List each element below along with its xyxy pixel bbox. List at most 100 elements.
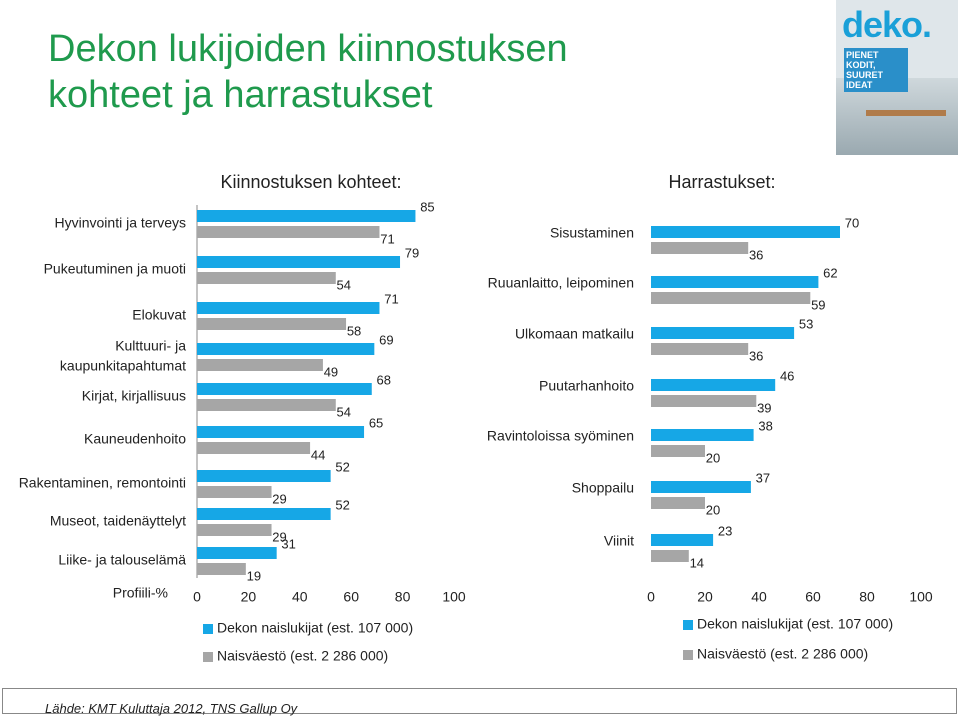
cover-logo: deko. [842, 4, 932, 45]
bar-series-2 [197, 524, 272, 536]
bar-series-2 [197, 442, 311, 454]
legend-label-series-2: Naisväestö (est. 2 286 000) [697, 646, 868, 662]
category-label: Liike- ja talouselämä [58, 552, 186, 568]
x-tick-label: 0 [193, 589, 201, 605]
bar-series-2 [197, 272, 336, 284]
category-label: Puutarhanhoito [539, 378, 634, 394]
legend-swatch-series-2 [203, 652, 213, 662]
category-label: Pukeutuminen ja muoti [44, 261, 186, 277]
x-tick-label: 80 [395, 589, 411, 605]
bar-series-2 [197, 226, 380, 238]
data-label-series-2: 14 [690, 555, 704, 570]
legend-label-series-1: Dekon naislukijat (est. 107 000) [697, 616, 893, 632]
x-tick-label: 40 [751, 589, 767, 605]
category-label: kaupunkitapahtumat [60, 358, 186, 374]
bar-series-1 [197, 470, 331, 482]
bar-series-1 [197, 210, 416, 222]
bar-series-1 [651, 429, 754, 441]
category-label: Ulkomaan matkailu [515, 326, 634, 342]
bar-series-2 [197, 359, 323, 371]
category-label: Shoppailu [572, 480, 634, 496]
data-label-series-1: 79 [405, 245, 419, 260]
data-label-series-1: 65 [369, 415, 383, 430]
bar-series-2 [197, 486, 272, 498]
bar-series-1 [197, 508, 331, 520]
data-label-series-1: 53 [799, 316, 813, 331]
bar-series-2 [197, 318, 347, 330]
magazine-cover-image: deko. PIENET KODIT, SUURET IDEAT [836, 0, 958, 155]
data-label-series-1: 70 [845, 215, 859, 230]
x-tick-label: 0 [647, 589, 655, 605]
bar-series-1 [197, 343, 375, 355]
bar-series-1 [651, 481, 751, 493]
x-tick-label: 80 [859, 589, 875, 605]
data-label-series-2: 20 [706, 450, 720, 465]
bar-series-2 [197, 399, 336, 411]
category-label: Ruuanlaitto, leipominen [488, 275, 634, 291]
bar-series-1 [651, 226, 840, 238]
x-tick-label: 20 [697, 589, 713, 605]
legend-swatch-series-2 [683, 650, 693, 660]
data-label-series-1: 52 [335, 459, 349, 474]
bar-series-2 [651, 550, 689, 562]
data-label-series-1: 52 [335, 497, 349, 512]
category-label: Ravintoloissa syöminen [487, 428, 634, 444]
x-tick-label: 20 [241, 589, 257, 605]
data-label-series-1: 62 [823, 265, 837, 280]
data-label-series-2: 39 [757, 400, 771, 415]
source-box: Lähde: KMT Kuluttaja 2012, TNS Gallup Oy [2, 688, 957, 716]
data-label-series-1: 85 [420, 199, 434, 214]
page-title: Dekon lukijoiden kiinnostuksen kohteet j… [48, 26, 568, 118]
data-label-series-2: 20 [706, 502, 720, 517]
source-note: Lähde: KMT Kuluttaja 2012, TNS Gallup Oy [45, 701, 298, 716]
bar-series-1 [651, 379, 776, 391]
data-label-series-1: 38 [758, 418, 772, 433]
x-tick-label: 60 [805, 589, 821, 605]
category-label: Sisustaminen [550, 225, 634, 241]
x-tick-label: 40 [292, 589, 308, 605]
bar-series-1 [651, 534, 714, 546]
cover-table-shape [866, 110, 946, 116]
bar-series-2 [651, 343, 749, 355]
data-label-series-1: 37 [756, 470, 770, 485]
bar-series-1 [197, 383, 372, 395]
bar-series-2 [651, 445, 705, 457]
category-label: Viinit [604, 533, 634, 549]
bar-series-2 [197, 563, 246, 575]
category-label: Elokuvat [132, 307, 186, 323]
data-label-series-2: 54 [337, 277, 351, 292]
bar-series-1 [197, 256, 401, 268]
data-label-series-2: 44 [311, 447, 325, 462]
x-axis-label: Profiili-% [113, 585, 168, 601]
page-title-line-2: kohteet ja harrastukset [48, 74, 433, 116]
chart-title-1: Kiinnostuksen kohteet: [220, 172, 401, 192]
category-label: Rakentaminen, remontointi [19, 475, 186, 491]
x-tick-label: 100 [442, 589, 466, 605]
data-label-series-2: 54 [337, 404, 351, 419]
data-label-series-2: 59 [811, 297, 825, 312]
legend-swatch-series-1 [203, 624, 213, 634]
bar-series-1 [197, 426, 365, 438]
legend-label-series-2: Naisväestö (est. 2 286 000) [217, 648, 388, 664]
data-label-series-1: 69 [379, 332, 393, 347]
page-title-line-1: Dekon lukijoiden kiinnostuksen [48, 28, 568, 70]
category-label: Kulttuuri- ja [115, 338, 186, 354]
bar-series-2 [651, 242, 749, 254]
bar-series-2 [651, 292, 811, 304]
legend-label-series-1: Dekon naislukijat (est. 107 000) [217, 620, 413, 636]
category-label: Museot, taidenäyttelyt [50, 513, 186, 529]
category-label: Hyvinvointi ja terveys [55, 215, 187, 231]
bar-series-1 [197, 302, 380, 314]
data-label-series-2: 36 [749, 247, 763, 262]
data-label-series-1: 31 [281, 536, 295, 551]
data-label-series-2: 19 [247, 568, 261, 583]
bar-series-2 [651, 497, 705, 509]
data-label-series-2: 71 [380, 231, 394, 246]
data-label-series-2: 36 [749, 348, 763, 363]
data-label-series-1: 23 [718, 523, 732, 538]
x-tick-label: 60 [343, 589, 359, 605]
data-label-series-2: 49 [324, 364, 338, 379]
bar-series-1 [651, 276, 819, 288]
category-label: Kauneudenhoito [84, 431, 186, 447]
